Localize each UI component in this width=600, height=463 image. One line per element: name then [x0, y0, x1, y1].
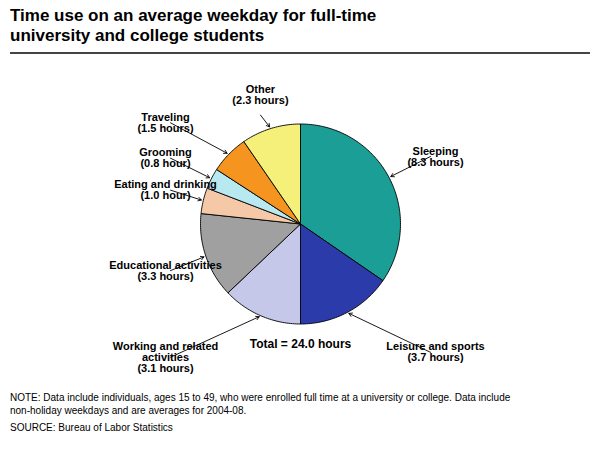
svg-text:Eating and drinking(1.0 hour): Eating and drinking(1.0 hour): [114, 178, 217, 201]
svg-text:Leisure and sports(3.7 hours): Leisure and sports(3.7 hours): [386, 340, 484, 363]
svg-text:Working and relatedactivities(: Working and relatedactivities(3.1 hours): [113, 340, 219, 374]
svg-text:Grooming(0.8 hour): Grooming(0.8 hour): [139, 146, 192, 169]
svg-text:Other(2.3 hours): Other(2.3 hours): [232, 83, 289, 106]
svg-text:Sleeping(8.3 hours): Sleeping(8.3 hours): [407, 144, 464, 167]
html-text:SOURCE: Bureau of Labor Statis: SOURCE: Bureau of Labor Statistics: [10, 421, 173, 433]
html-text:NOTE: Data include individuals: NOTE: Data include individuals, ages 15 …: [10, 391, 511, 416]
svg-text:Traveling(1.5 hours): Traveling(1.5 hours): [137, 111, 194, 134]
html-text:Time use on an average weekday: Time use on an average weekday for full-…: [10, 6, 377, 46]
svg-text:Total = 24.0 hours: Total = 24.0 hours: [250, 337, 352, 351]
svg-text:Educational activities(3.3 hou: Educational activities(3.3 hours): [109, 258, 221, 281]
